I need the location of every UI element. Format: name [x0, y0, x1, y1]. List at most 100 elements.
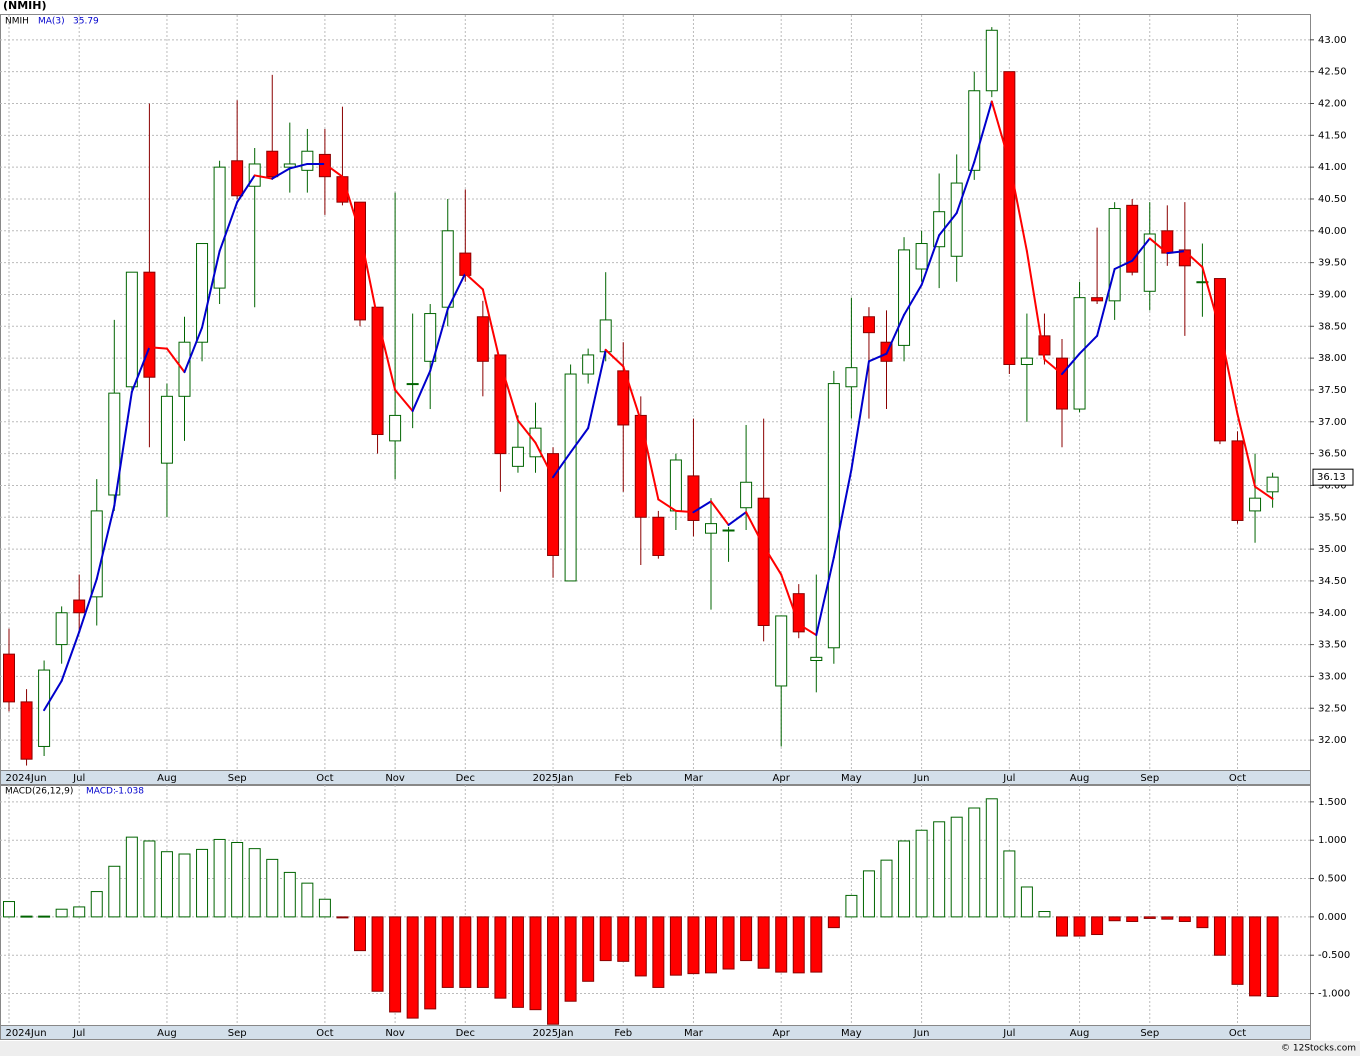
- candle-body: [459, 252, 472, 276]
- macd-bar: [1073, 916, 1086, 937]
- candle-body: [73, 599, 86, 614]
- x-tick-label: Sep: [228, 773, 247, 784]
- ma-segment: [885, 313, 906, 355]
- candle-body: [687, 475, 700, 521]
- y-tick-label: -1.000: [1318, 989, 1350, 1000]
- macd-bar: [476, 916, 489, 988]
- macd-bar: [73, 906, 86, 918]
- ma-segment: [534, 441, 555, 479]
- ma-segment: [1148, 237, 1169, 255]
- ma-segment: [622, 365, 642, 422]
- macd-bar: [494, 916, 507, 999]
- y-tick-label: 40.00: [1318, 226, 1347, 237]
- ma-segment: [692, 500, 712, 514]
- macd-bar: [1161, 916, 1174, 920]
- candle-body: [371, 306, 384, 436]
- ma-segment: [148, 346, 168, 350]
- x-axis-strip: [0, 1025, 1311, 1040]
- ma-segment: [903, 283, 923, 316]
- macd-bar: [1020, 886, 1033, 918]
- candle-body: [617, 370, 630, 426]
- ma-segment: [78, 578, 98, 633]
- legend-ma-value: 35.79: [73, 17, 99, 27]
- y-tick-label: 36.00: [1318, 480, 1347, 491]
- y-tick-label: 38.50: [1318, 321, 1347, 332]
- candle-body: [1266, 476, 1279, 493]
- candle-body: [1143, 233, 1156, 292]
- x-tick-label: Jun: [913, 1028, 930, 1039]
- x-tick-label: 2025Jan: [533, 1028, 574, 1039]
- candle-body: [143, 271, 156, 378]
- ma-segment: [1043, 358, 1063, 376]
- y-tick-label: 42.50: [1318, 67, 1347, 78]
- y-tick-label: -0.500: [1318, 950, 1350, 961]
- y-tick-label: 1.000: [1318, 835, 1347, 846]
- ma-segment: [1131, 237, 1151, 262]
- candle-body: [283, 163, 296, 168]
- y-tick-label: 32.50: [1318, 703, 1347, 714]
- macd-bar: [20, 915, 33, 918]
- macd-bar: [1196, 916, 1209, 929]
- y-tick-label: 42.00: [1318, 98, 1347, 109]
- macd-bar: [634, 916, 647, 977]
- ma-segment: [1008, 161, 1028, 253]
- candle-body: [1108, 208, 1121, 302]
- ma-segment: [446, 272, 467, 311]
- ma-segment: [1254, 485, 1274, 500]
- macd-bar: [90, 891, 103, 918]
- x-tick-label: Oct: [1229, 1028, 1246, 1039]
- ma-segment: [43, 679, 63, 712]
- candle-body: [196, 243, 209, 343]
- ma-segment: [938, 211, 958, 237]
- x-tick-label: Oct: [316, 773, 333, 784]
- candle-body: [1249, 497, 1262, 512]
- macd-bar: [845, 894, 858, 918]
- macd-bar: [950, 816, 963, 918]
- ma-segment: [394, 388, 414, 412]
- ma-segment: [359, 231, 379, 320]
- x-tick-label: Oct: [316, 1028, 333, 1039]
- macd-bar: [178, 853, 191, 918]
- macd-bar: [1213, 916, 1226, 956]
- macd-bar: [1231, 916, 1244, 985]
- ma-segment: [288, 162, 309, 170]
- candle-body: [178, 341, 191, 397]
- ma-segment: [429, 308, 449, 372]
- x-tick-label: Aug: [1070, 773, 1090, 784]
- candle-body: [389, 414, 402, 442]
- candle-body: [1231, 440, 1244, 521]
- ma-segment: [569, 427, 590, 454]
- x-tick-label: Aug: [157, 1028, 177, 1039]
- ma-segment: [481, 288, 502, 365]
- candle-body: [266, 150, 279, 178]
- ma-segment: [130, 346, 151, 393]
- candle-body: [1178, 249, 1191, 267]
- ma-segment: [745, 511, 765, 547]
- macd-bar: [371, 916, 384, 992]
- y-tick-label: 41.00: [1318, 162, 1347, 173]
- x-tick-label: May: [841, 1028, 862, 1039]
- ma-segment: [236, 174, 256, 204]
- macd-bar: [301, 882, 314, 918]
- candle-body: [494, 354, 507, 455]
- macd-bar: [1266, 916, 1279, 997]
- macd-bar: [792, 916, 805, 974]
- ma-segment: [990, 100, 1011, 164]
- candle-body: [1091, 297, 1104, 302]
- macd-bar: [529, 916, 542, 1011]
- ma-segment: [604, 348, 625, 368]
- ma-segment: [1096, 268, 1116, 337]
- x-tick-label: Apr: [773, 1028, 791, 1039]
- candle-body: [669, 459, 682, 512]
- x-tick-label: Mar: [684, 773, 704, 784]
- ma-segment: [376, 317, 397, 391]
- chart-title: (NMIH): [3, 0, 47, 12]
- x-tick-label: May: [841, 773, 862, 784]
- ma-segment: [323, 162, 344, 178]
- candle-body: [599, 319, 612, 353]
- ma-segment: [95, 504, 116, 581]
- ma-segment: [780, 573, 800, 626]
- x-tick-label: Feb: [614, 1028, 632, 1039]
- candle-body: [55, 612, 68, 646]
- ma-segment: [1113, 259, 1134, 271]
